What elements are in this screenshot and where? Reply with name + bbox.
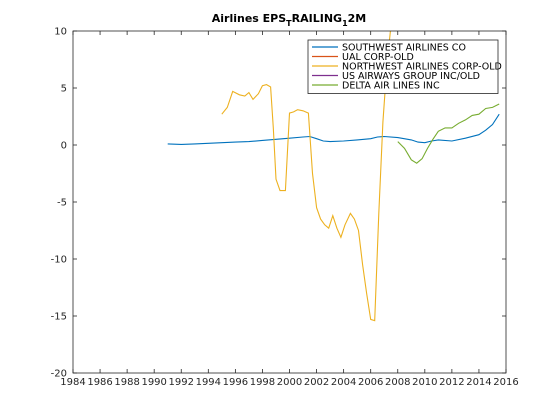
legend-label: SOUTHWEST AIRLINES CO [342,42,466,53]
series-line [397,103,500,164]
legend-label: UAL CORP-OLD [342,52,414,63]
title-segment: T [286,19,292,28]
x-tick-label: 1990 [141,377,166,388]
x-tick-label: 2014 [466,377,491,388]
y-tick-label: -20 [51,369,67,380]
x-tick-label: 2006 [358,377,383,388]
legend-label: DELTA AIR LINES INC [342,80,440,91]
series-line [221,31,391,322]
x-tick-label: 1996 [223,377,248,388]
x-tick-label: 1986 [87,377,112,388]
legend-box [307,39,499,94]
title-segment: Airlines EPS [212,12,286,25]
x-tick-label: 1984 [60,377,85,388]
y-tick-label: 5 [61,84,67,95]
axes-layer: 1984 1986 1988 1990 1992 1994 1996 1998 2000 2002… [51,27,519,389]
x-tick-label: 1994 [196,377,221,388]
title-segment: 1 [342,19,348,28]
y-tick-label: -5 [57,198,67,209]
y-tick-label: -10 [51,255,67,266]
x-tick-label: 2000 [277,377,302,388]
y-tick-label: -15 [51,312,67,323]
x-tick-label: 1988 [114,377,139,388]
chart-title: Airlines EPSTRAILING12M [212,12,367,28]
x-tick-label: 1992 [169,377,194,388]
x-tick-label: 2016 [493,377,518,388]
legend-label: NORTHWEST AIRLINES CORP-OLD [342,61,502,72]
title-segment: RAILING [292,12,342,25]
y-tick-label: 0 [61,141,67,152]
x-tick-label: 1998 [250,377,275,388]
x-tick-label: 2004 [331,377,356,388]
x-tick-label: 2002 [304,377,329,388]
y-tick-label: 10 [54,27,67,38]
series-layer [167,31,500,322]
x-tick-label: 2012 [439,377,464,388]
legend-label: US AIRWAYS GROUP INC/OLD [342,71,480,82]
series-line [167,113,500,145]
x-tick-label: 2008 [385,377,410,388]
title-segment: 2M [348,12,367,25]
x-tick-label: 2010 [412,377,437,388]
